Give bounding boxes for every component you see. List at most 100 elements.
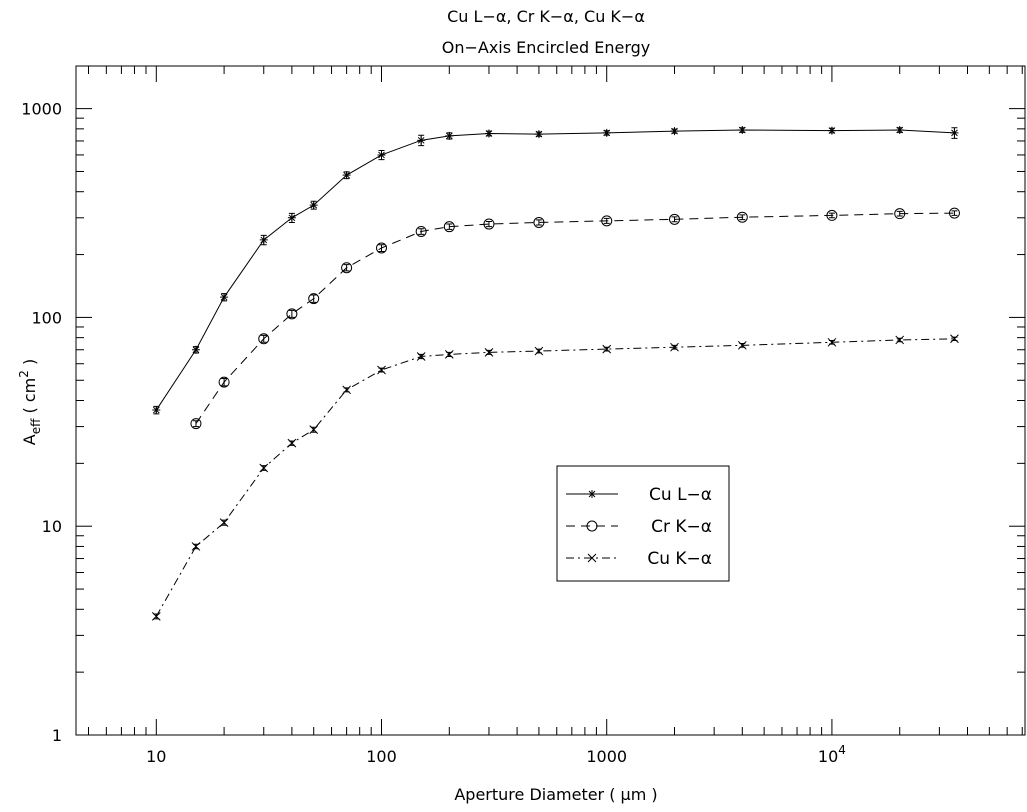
x-marker (416, 352, 426, 361)
plot-frame (75, 65, 1026, 736)
error-bar (896, 210, 903, 217)
data-point (738, 125, 747, 134)
legend-label: Cr K−α (651, 517, 712, 537)
circle-marker (190, 418, 202, 430)
data-point (342, 385, 351, 395)
asterisk-marker (152, 406, 161, 415)
asterisk-marker (588, 490, 596, 498)
data-point (287, 212, 296, 223)
series-line (155, 129, 955, 411)
error-bar (310, 294, 317, 303)
circle-marker (826, 209, 838, 221)
y-axis-label-end: ) (20, 359, 39, 370)
data-point (376, 242, 388, 254)
y-axis-label: Aeff ( cm2 ) (17, 359, 43, 445)
data-point (220, 293, 229, 302)
error-bar (739, 214, 746, 221)
x-marker (287, 438, 297, 448)
data-point (444, 350, 454, 359)
data-point (534, 130, 543, 139)
circle-marker (341, 262, 353, 274)
chart-subtitle: On−Axis Encircled Energy (442, 38, 650, 57)
x-tick-label: 100 (366, 747, 397, 766)
asterisk-marker (534, 130, 543, 139)
asterisk-marker (417, 136, 426, 145)
asterisk-marker (738, 125, 747, 134)
data-point (533, 216, 545, 228)
data-point (152, 405, 161, 415)
y-tick-label: 10 (42, 517, 62, 536)
asterisk-marker (309, 201, 318, 210)
error-bar (603, 217, 610, 224)
x-marker (670, 342, 679, 352)
asterisk-marker (602, 128, 611, 137)
data-point (416, 352, 426, 361)
asterisk-marker (484, 129, 493, 138)
x-marker (484, 348, 494, 357)
x-marker (342, 385, 351, 395)
x-marker (377, 365, 386, 375)
data-point (308, 293, 320, 305)
asterisk-marker (220, 293, 229, 302)
circle-marker (533, 216, 545, 228)
y-tick-label: 100 (31, 308, 62, 327)
data-point (415, 225, 427, 237)
series-line (195, 212, 955, 424)
data-point (484, 129, 493, 138)
y-axis-label-sub: eff (29, 418, 43, 434)
data-point (219, 518, 229, 528)
x-marker (259, 463, 269, 473)
data-point (895, 335, 905, 345)
data-point (670, 342, 679, 352)
data-point (670, 127, 679, 136)
data-point (287, 438, 297, 448)
legend-label: Cu L−α (649, 485, 712, 505)
legend-label: Cu K−α (647, 549, 712, 569)
error-bar (671, 216, 678, 223)
asterisk-marker (259, 235, 268, 244)
x-marker (444, 350, 454, 359)
error-bar (260, 334, 267, 343)
data-point (191, 345, 200, 354)
asterisk-marker (191, 345, 200, 354)
data-point (342, 171, 351, 180)
data-point (534, 346, 544, 356)
y-tick-label: 1000 (21, 100, 62, 119)
x-tick-labels: 10 100 1000 104 (146, 743, 846, 766)
x-marker (950, 334, 959, 344)
chart-title: Cu L−α, Cr K−α, Cu K−α (447, 7, 645, 26)
x-marker (895, 335, 905, 345)
x-axis-label: Aperture Diameter ( μm ) (454, 785, 657, 804)
x-marker (191, 542, 201, 551)
data-point (341, 262, 353, 274)
data-point (309, 425, 319, 435)
x-marker (151, 612, 161, 621)
circle-marker (894, 208, 906, 220)
data-point (377, 365, 386, 375)
data-point (894, 208, 906, 220)
y-tick-labels: 1 10 100 1000 (21, 100, 62, 745)
y-tick-label: 1 (52, 726, 62, 745)
circle-marker (669, 213, 681, 225)
data-point (601, 215, 613, 227)
asterisk-marker (445, 131, 454, 140)
data-point (602, 128, 611, 137)
data-point (736, 211, 748, 223)
circle-marker (586, 520, 598, 532)
data-point (445, 131, 454, 140)
y-axis-label-base: A (20, 434, 39, 445)
circle-marker (258, 333, 270, 345)
circle-marker (601, 215, 613, 227)
data-point (151, 612, 161, 621)
circle-marker (218, 376, 230, 388)
data-point (190, 418, 202, 430)
data-point (948, 207, 960, 219)
legend-box (556, 465, 730, 582)
x-marker (534, 346, 544, 356)
x-marker (602, 344, 612, 354)
data-point (443, 221, 455, 233)
data-point (377, 150, 386, 161)
series-layer (151, 125, 960, 621)
x-marker (827, 337, 837, 347)
